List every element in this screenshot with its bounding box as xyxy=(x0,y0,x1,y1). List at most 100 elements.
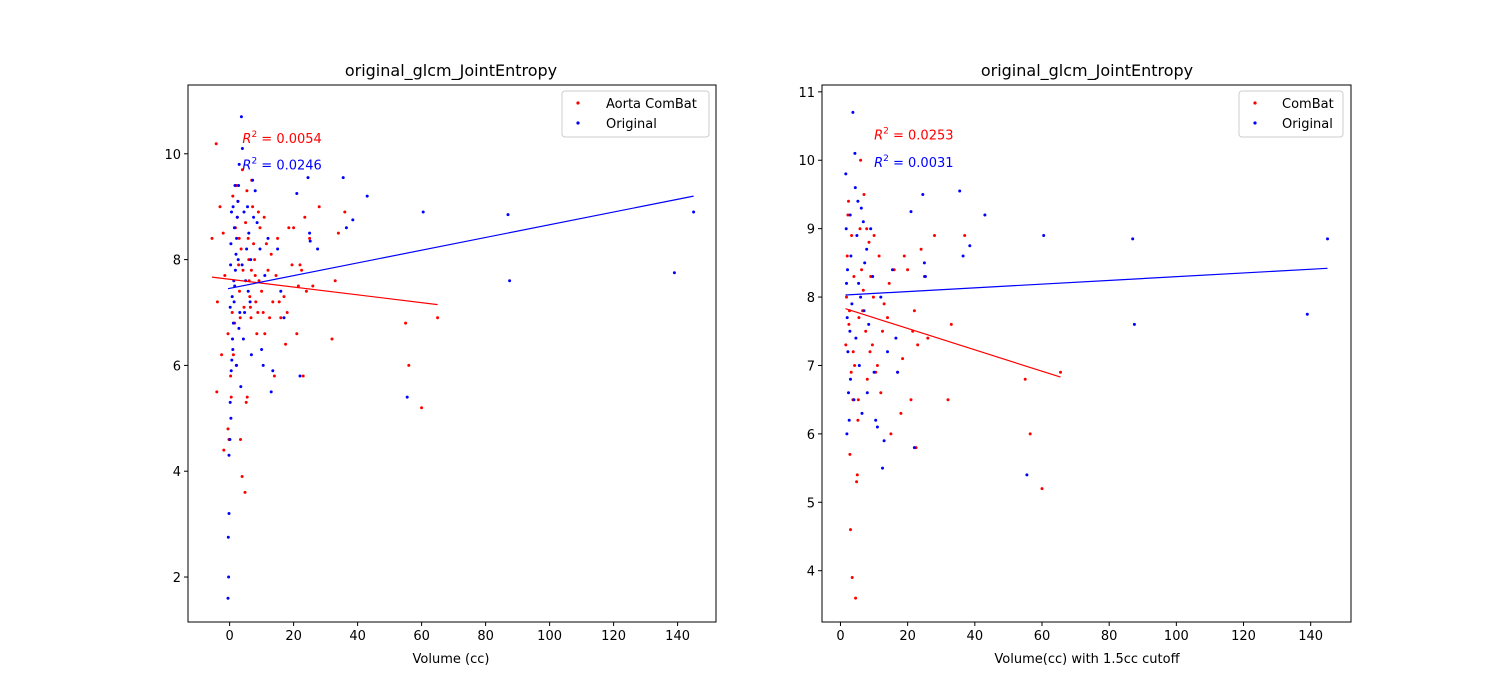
data-point-right-series-1 xyxy=(857,316,861,320)
data-point-left-series-1 xyxy=(222,448,226,452)
data-point-right-series-1 xyxy=(849,370,853,374)
data-point-left-series-2 xyxy=(245,247,249,251)
data-point-left-series-2 xyxy=(341,176,345,180)
data-point-left-series-1 xyxy=(231,353,235,357)
left-legend-box xyxy=(561,90,710,138)
data-point-left-series-1 xyxy=(237,263,241,267)
left-legend-marker-blue xyxy=(576,121,580,125)
data-point-left-series-1 xyxy=(268,316,272,320)
left-legend-label-1: Aorta ComBat xyxy=(606,97,697,112)
data-point-left-series-1 xyxy=(245,189,249,193)
right-chart-title: original_glcm_JointEntropy xyxy=(981,61,1193,81)
data-point-left-series-2 xyxy=(234,363,238,367)
data-point-right-series-1 xyxy=(882,302,886,306)
data-point-left-series-2 xyxy=(228,400,232,404)
data-point-right-series-1 xyxy=(919,247,923,251)
data-point-left-series-1 xyxy=(295,332,299,336)
data-point-left-series-2 xyxy=(351,218,355,222)
right-y-tick-label: 4 xyxy=(807,565,815,580)
data-point-right-series-1 xyxy=(871,295,875,299)
left-x-tick-label: 140 xyxy=(665,629,690,644)
data-point-left-series-1 xyxy=(229,374,233,378)
data-point-left-series-1 xyxy=(272,374,276,378)
data-point-left-series-1 xyxy=(240,168,244,172)
left-y-tick-label: 8 xyxy=(173,254,181,269)
data-point-left-series-2 xyxy=(239,385,243,389)
data-point-left-series-2 xyxy=(266,236,270,240)
data-point-left-series-2 xyxy=(243,311,247,314)
data-point-right-series-2 xyxy=(872,370,876,374)
data-point-left-series-1 xyxy=(230,311,234,314)
data-point-right-series-2 xyxy=(847,418,851,422)
data-point-right-series-1 xyxy=(845,295,848,299)
data-point-left-series-2 xyxy=(233,268,237,272)
data-point-left-series-2 xyxy=(508,279,512,283)
data-point-left-series-1 xyxy=(404,321,408,325)
data-point-left-series-1 xyxy=(279,316,283,320)
data-point-right-series-2 xyxy=(845,432,849,436)
data-point-left-series-2 xyxy=(240,147,244,150)
data-point-right-series-1 xyxy=(846,213,850,217)
left-x-ticks: 0 20 40 60 80 100 120 140 xyxy=(225,622,690,644)
data-point-left-series-1 xyxy=(241,268,245,272)
left-x-tick-label: 80 xyxy=(477,629,494,644)
data-point-right-series-2 xyxy=(968,244,972,248)
data-point-left-series-1 xyxy=(301,374,305,378)
data-point-right-series-2 xyxy=(863,261,867,265)
data-point-left-series-1 xyxy=(336,231,340,235)
data-point-left-series-2 xyxy=(308,231,312,235)
data-point-left-series-2 xyxy=(227,453,231,457)
data-point-right-series-1 xyxy=(889,432,893,436)
left-r2-annotations: R2 = 0.0054 R2 = 0.0246 xyxy=(242,130,321,174)
data-point-right-series-1 xyxy=(1023,377,1027,381)
data-point-left-series-2 xyxy=(236,199,240,203)
data-point-left-series-1 xyxy=(287,226,291,230)
data-point-right-series-2 xyxy=(882,439,886,443)
right-legend-marker-red xyxy=(1253,101,1257,105)
data-point-right-series-1 xyxy=(881,329,884,333)
data-point-left-series-1 xyxy=(223,274,227,277)
data-point-right-series-2 xyxy=(983,213,987,217)
data-point-right-series-2 xyxy=(859,295,863,299)
right-plot-area xyxy=(844,110,1329,600)
data-point-left-series-2 xyxy=(235,236,239,240)
data-point-right-series-1 xyxy=(852,275,856,278)
data-point-left-series-2 xyxy=(365,194,369,198)
data-point-right-series-2 xyxy=(857,364,861,367)
data-point-right-series-2 xyxy=(867,322,871,326)
data-point-left-series-1 xyxy=(226,332,230,336)
right-y-tick-label: 7 xyxy=(807,359,815,374)
data-point-left-series-2 xyxy=(241,337,245,341)
data-point-right-series-1 xyxy=(909,398,913,402)
left-x-tick-label: 120 xyxy=(601,629,626,644)
data-point-right-series-1 xyxy=(1028,432,1032,436)
data-point-right-series-2 xyxy=(874,418,878,422)
data-point-left-series-2 xyxy=(276,247,280,251)
data-point-right-series-2 xyxy=(845,316,849,320)
right-y-tick-label: 10 xyxy=(798,154,815,169)
right-y-tick-label: 8 xyxy=(807,291,815,306)
right-x-tick-label: 60 xyxy=(1034,629,1051,644)
data-point-left-series-1 xyxy=(242,305,246,309)
data-point-right-series-1 xyxy=(860,268,864,272)
data-point-left-series-1 xyxy=(248,305,252,309)
data-point-right-series-1 xyxy=(916,343,920,347)
data-point-left-series-1 xyxy=(317,205,321,209)
data-point-right-series-2 xyxy=(855,234,859,237)
data-point-right-series-1 xyxy=(853,364,857,367)
data-point-left-series-2 xyxy=(279,289,283,293)
data-point-right-series-2 xyxy=(860,411,864,415)
data-point-right-series-1 xyxy=(865,377,869,381)
data-point-right-series-2 xyxy=(844,172,848,176)
data-point-left-series-2 xyxy=(231,337,234,341)
data-point-right-series-1 xyxy=(933,234,936,237)
data-point-left-series-2 xyxy=(249,353,253,357)
right-axes-frame xyxy=(821,84,1352,623)
data-point-left-series-1 xyxy=(253,274,257,277)
data-point-right-series-2 xyxy=(871,275,875,278)
data-point-left-series-2 xyxy=(316,247,320,251)
right-r2-annotation-1: R2 = 0.0253 xyxy=(874,127,953,144)
right-x-tick-label: 100 xyxy=(1164,629,1189,644)
data-point-right-series-2 xyxy=(844,227,848,231)
data-point-left-series-2 xyxy=(229,416,233,420)
